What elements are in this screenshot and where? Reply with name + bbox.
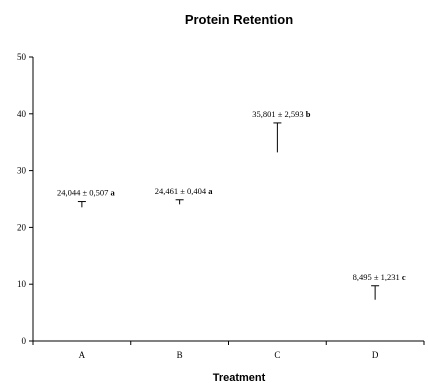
error-bar <box>371 285 380 300</box>
data-labels: 24,044 ± 0,507 a 24,461 ± 0,404 a35,801 ±… <box>57 109 406 282</box>
error-bar-marks <box>77 122 380 300</box>
error-bar <box>273 122 282 153</box>
error-bar <box>77 201 86 208</box>
x-tick-label: B <box>177 350 183 360</box>
y-tick-label: 0 <box>22 336 27 346</box>
error-bar <box>175 199 184 205</box>
x-axis-title: Treatment <box>213 372 266 383</box>
y-tick-label: 50 <box>17 52 27 62</box>
y-tick-label: 20 <box>17 222 27 232</box>
data-label-letter: b <box>306 109 311 119</box>
data-label: 35,801 ± 2,593 b <box>252 109 311 119</box>
data-label-value: 24,461 ± 0,404 <box>155 186 209 196</box>
y-tick-label: 10 <box>17 279 27 289</box>
data-label-letter: a <box>111 188 116 198</box>
data-label: 8,495 ± 1,231 c <box>353 272 406 282</box>
x-axis-ticks: A B C D <box>32 341 425 360</box>
x-tick-label: C <box>274 350 280 360</box>
data-label-letter: c <box>402 272 406 282</box>
chart-title: Protein Retention <box>185 12 293 27</box>
x-tick-label: D <box>372 350 379 360</box>
data-label: 24,461 ± 0,404 a <box>155 186 214 196</box>
data-label-value: 8,495 ± 1,231 <box>353 272 402 282</box>
data-label-value: 24,044 ± 0,507 <box>57 188 111 198</box>
data-label-value: 35,801 ± 2,593 <box>252 109 306 119</box>
x-tick-label: A <box>79 350 86 360</box>
data-label-letter: a <box>208 186 213 196</box>
data-label: 24,044 ± 0,507 a <box>57 188 116 198</box>
y-tick-label: 40 <box>17 109 27 119</box>
y-axis-ticks: 0 10 20 30 40 50 <box>17 52 33 346</box>
y-tick-label: 30 <box>17 166 27 176</box>
